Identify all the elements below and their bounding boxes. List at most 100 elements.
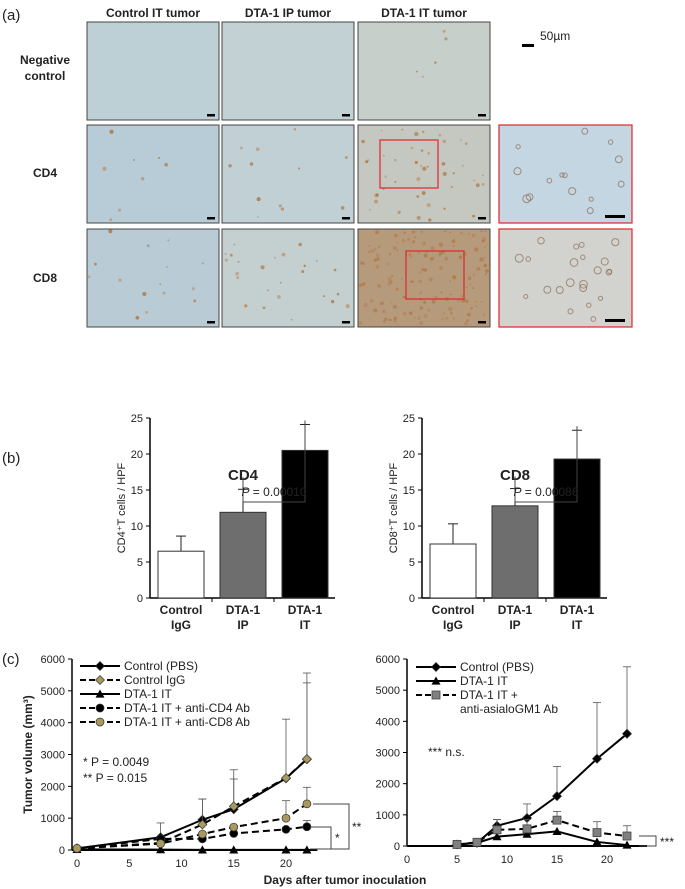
data-point: [302, 845, 312, 854]
legend-label: DTA-1 IT + anti-CD4 Ab: [124, 701, 250, 715]
data-point: [281, 773, 291, 784]
stained-cell: [224, 253, 227, 256]
stained-cell: [482, 313, 486, 317]
stained-cell: [394, 181, 397, 184]
y-tick-label: 15: [403, 485, 415, 497]
stained-cell: [416, 176, 421, 182]
stained-cell: [481, 174, 484, 177]
stained-cell: [565, 278, 575, 287]
row-label: Negative: [20, 53, 70, 67]
stained-cell: [513, 167, 522, 176]
x-tick-label: 15: [551, 854, 563, 866]
stained-cell: [427, 309, 430, 312]
stained-cell: [257, 216, 259, 218]
stained-cell: [419, 320, 424, 326]
stained-cell: [368, 208, 371, 211]
stained-cell: [416, 215, 421, 220]
stained-cell: [368, 245, 370, 248]
y-tick-label: 4000: [376, 716, 400, 728]
legend-label: DTA-1 IT +: [460, 688, 518, 702]
stained-cell: [475, 300, 478, 303]
stained-cell: [473, 179, 476, 182]
x-tick-label: Control: [160, 603, 203, 617]
stained-cell: [162, 291, 166, 295]
micrograph-image: [357, 21, 491, 121]
stained-cell: [421, 268, 425, 271]
stained-cell: [229, 253, 233, 257]
stained-cell: [193, 299, 197, 303]
stained-cell: [373, 247, 377, 251]
stained-cell: [249, 162, 254, 166]
stained-cell: [593, 266, 602, 275]
stained-cell: [393, 304, 397, 309]
stained-cell: [239, 146, 243, 150]
stained-cell: [393, 316, 397, 321]
data-point: [592, 837, 602, 846]
legend-label: DTA-1 IT + anti-CD8 Ab: [124, 715, 250, 729]
micrograph: [86, 124, 220, 224]
stained-cell: [481, 182, 485, 186]
x-tick-label: DTA-1: [226, 603, 261, 617]
stained-cell: [442, 230, 445, 233]
y-tick-label: 10: [403, 521, 415, 533]
stained-cell: [420, 165, 423, 167]
stained-cell: [393, 319, 397, 323]
stained-cell: [391, 274, 394, 277]
stained-cell: [260, 265, 265, 270]
stained-cell: [408, 311, 413, 316]
stained-cell: [333, 268, 337, 272]
y-tick-label: 3000: [376, 748, 400, 760]
stained-cell: [358, 283, 363, 288]
legend-marker: [95, 689, 105, 698]
micrograph-image: [86, 21, 220, 121]
stained-cell: [537, 236, 545, 245]
stained-cell: [414, 131, 419, 137]
data-point: [197, 819, 208, 830]
stained-cell: [600, 257, 609, 266]
stained-cell: [336, 292, 340, 296]
data-point: [622, 728, 632, 739]
stained-cell: [605, 268, 613, 276]
stained-cell: [586, 302, 592, 308]
significance-bracket: [514, 426, 578, 503]
stained-cell: [581, 127, 589, 135]
stained-cell: [423, 313, 428, 319]
micrograph: [86, 21, 220, 121]
stained-cell: [452, 245, 455, 248]
stained-cell: [278, 204, 282, 208]
stained-cell: [483, 256, 486, 259]
stained-cell: [262, 306, 266, 310]
inset-box: [405, 250, 465, 300]
row-label: control: [25, 69, 66, 83]
scale-bar: [478, 217, 486, 220]
y-tick-label: 6000: [41, 654, 65, 666]
x-tick-label: 5: [126, 858, 132, 870]
stained-cell: [420, 149, 424, 152]
stained-cell: [417, 251, 420, 254]
x-tick-label: DTA-1: [560, 603, 595, 617]
stained-cell: [569, 258, 579, 267]
stained-cell: [472, 273, 476, 277]
stained-cell: [453, 317, 455, 320]
stained-cell: [140, 176, 145, 181]
stained-cell: [397, 210, 401, 214]
stained-cell: [442, 171, 447, 176]
legend-marker: [95, 661, 105, 671]
scale-bar: [207, 321, 215, 324]
stained-cell: [444, 230, 447, 233]
stained-cell: [412, 240, 416, 244]
stained-cell: [555, 285, 564, 295]
stained-cell: [102, 166, 107, 171]
stained-cell: [409, 254, 413, 259]
stained-cell: [428, 218, 432, 222]
y-tick-label: 5000: [41, 686, 65, 698]
stained-cell: [118, 278, 122, 282]
stained-cell: [279, 281, 282, 284]
stained-cell: [449, 280, 452, 283]
stained-cell: [449, 311, 453, 315]
x-tick-label: 5: [454, 854, 460, 866]
stained-cell: [423, 253, 428, 258]
micrograph-image: [86, 228, 220, 328]
p-value: P = 0.00010: [241, 485, 306, 499]
